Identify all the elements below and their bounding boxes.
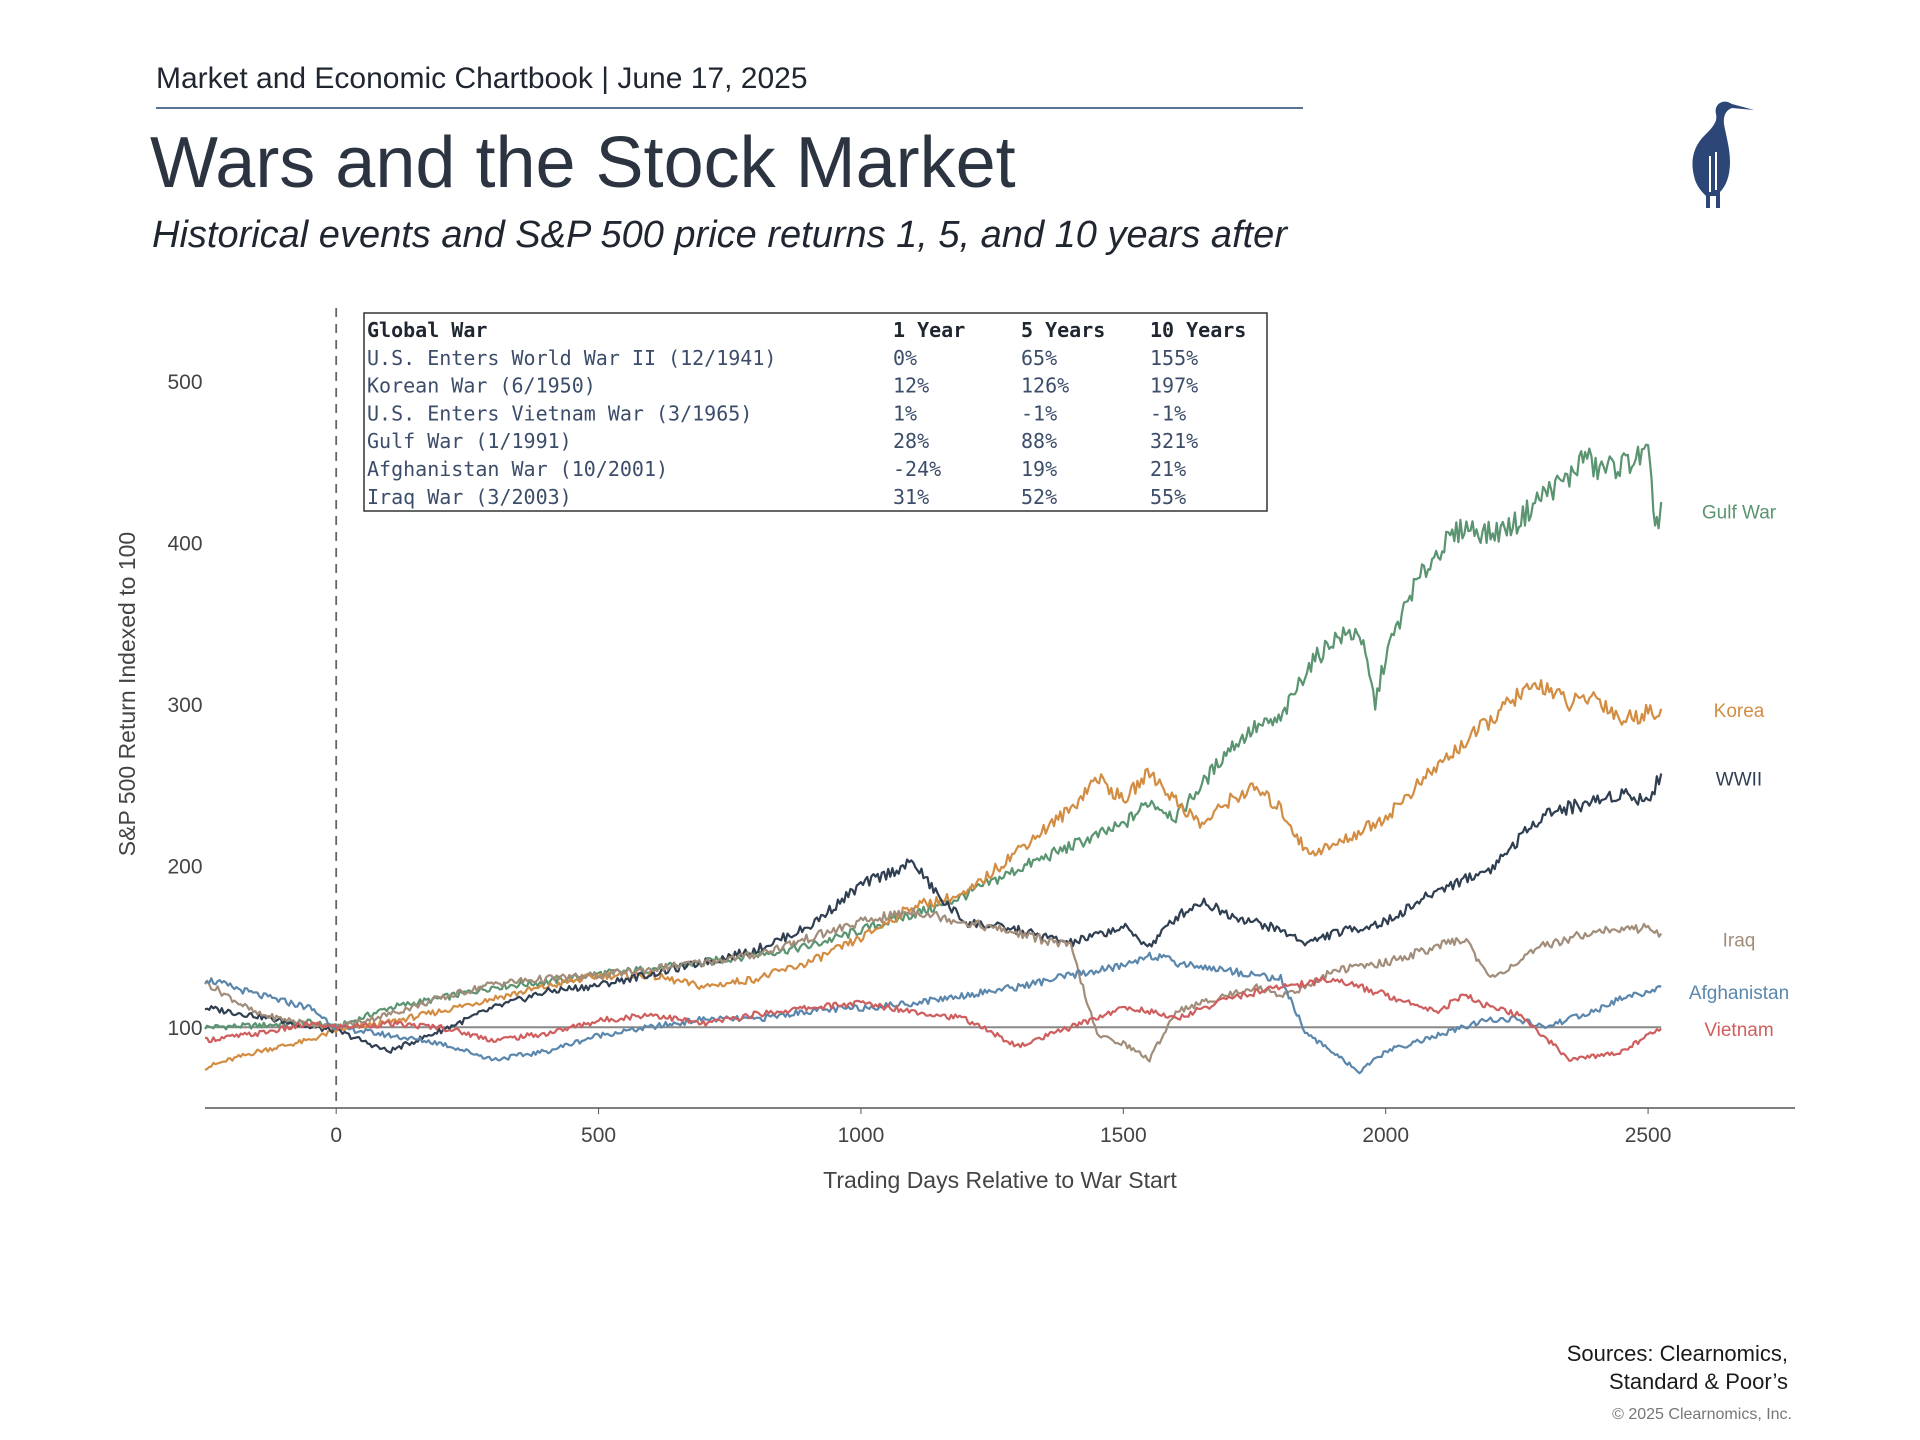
table-cell: -1% <box>1150 401 1186 425</box>
chart-axes: 0 500 1000 1500 2000 2500 100 200 300 400 500 Tradi… <box>114 308 1795 1193</box>
table-cell: 0% <box>893 346 917 370</box>
table-header-cell: Global War <box>367 318 487 342</box>
y-tick-label: 200 <box>167 856 202 879</box>
table-cell: Korean War (6/1950) <box>367 374 596 398</box>
series-line-wwii <box>204 773 1663 1054</box>
table-cell: -24% <box>893 457 941 481</box>
x-tick-label: 1000 <box>838 1124 885 1147</box>
table-cell: Iraq War (3/2003) <box>367 485 572 509</box>
table-header-cell: 1 Year <box>893 318 965 342</box>
y-tick-label: 400 <box>167 532 202 555</box>
table-cell: 55% <box>1150 485 1186 509</box>
series-label-iraq: Iraq <box>1723 931 1756 952</box>
x-tick-label: 2500 <box>1625 1124 1672 1147</box>
table-cell: 12% <box>893 374 929 398</box>
series-label-gulf-war: Gulf War <box>1702 502 1777 523</box>
table-header-cell: 10 Years <box>1150 318 1246 342</box>
heron-logo-icon <box>1692 101 1754 208</box>
sources-line-2: Standard & Poor’s <box>1609 1369 1788 1394</box>
table-cell: Gulf War (1/1991) <box>367 429 572 453</box>
header-divider <box>156 107 1303 109</box>
x-tick-label: 2000 <box>1362 1124 1409 1147</box>
table-cell: 52% <box>1021 485 1057 509</box>
x-axis-title: Trading Days Relative to War Start <box>823 1167 1177 1193</box>
y-tick-label: 500 <box>167 371 202 394</box>
table-cell: 28% <box>893 429 929 453</box>
sources-note: Sources: Clearnomics, Standard & Poor’s <box>1567 1340 1788 1396</box>
table-cell: Afghanistan War (10/2001) <box>367 457 668 481</box>
series-label-vietnam: Vietnam <box>1704 1020 1773 1041</box>
series-label-korea: Korea <box>1714 701 1765 722</box>
page-title: Wars and the Stock Market <box>150 123 1016 203</box>
table-cell: 155% <box>1150 346 1198 370</box>
table-cell: 321% <box>1150 429 1198 453</box>
returns-table-border <box>363 312 1268 512</box>
series-line-vietnam <box>204 976 1662 1062</box>
x-tick-label: 0 <box>330 1124 342 1147</box>
chartbook-header: Market and Economic Chartbook | June 17,… <box>156 62 808 95</box>
chart-lines <box>204 443 1663 1075</box>
table-cell: U.S. Enters World War II (12/1941) <box>367 346 776 370</box>
x-tick-label: 1500 <box>1100 1124 1147 1147</box>
table-cell: 21% <box>1150 457 1186 481</box>
table-cell: 1% <box>893 401 917 425</box>
copyright-note: © 2025 Clearnomics, Inc. <box>1612 1406 1792 1423</box>
table-header-cell: 5 Years <box>1021 318 1105 342</box>
series-label-wwii: WWII <box>1716 769 1762 790</box>
series-line-iraq <box>204 907 1663 1063</box>
table-cell: -1% <box>1021 401 1057 425</box>
page-subtitle: Historical events and S&P 500 price retu… <box>152 214 1287 256</box>
returns-table: Global War 1 Year 5 Years 10 Years U.S. Ente… <box>363 312 1268 512</box>
table-cell: 88% <box>1021 429 1057 453</box>
table-cell: 197% <box>1150 374 1198 398</box>
table-cell: U.S. Enters Vietnam War (3/1965) <box>367 401 752 425</box>
series-labels: Gulf War Korea WWII Iraq Afghanistan Vietnam <box>1689 502 1789 1041</box>
series-line-afghanistan <box>204 951 1662 1075</box>
series-line-korea <box>204 679 1663 1071</box>
sources-line-1: Sources: Clearnomics, <box>1566 1341 1788 1366</box>
table-cell: 31% <box>893 485 929 509</box>
y-tick-label: 300 <box>167 694 202 717</box>
x-tick-label: 500 <box>581 1124 616 1147</box>
table-cell: 19% <box>1021 457 1057 481</box>
series-label-afghanistan: Afghanistan <box>1689 983 1789 1004</box>
table-cell: 126% <box>1021 374 1069 398</box>
y-tick-label: 100 <box>167 1017 202 1040</box>
y-axis-title: S&P 500 Return Indexed to 100 <box>114 532 140 856</box>
table-cell: 65% <box>1021 346 1057 370</box>
